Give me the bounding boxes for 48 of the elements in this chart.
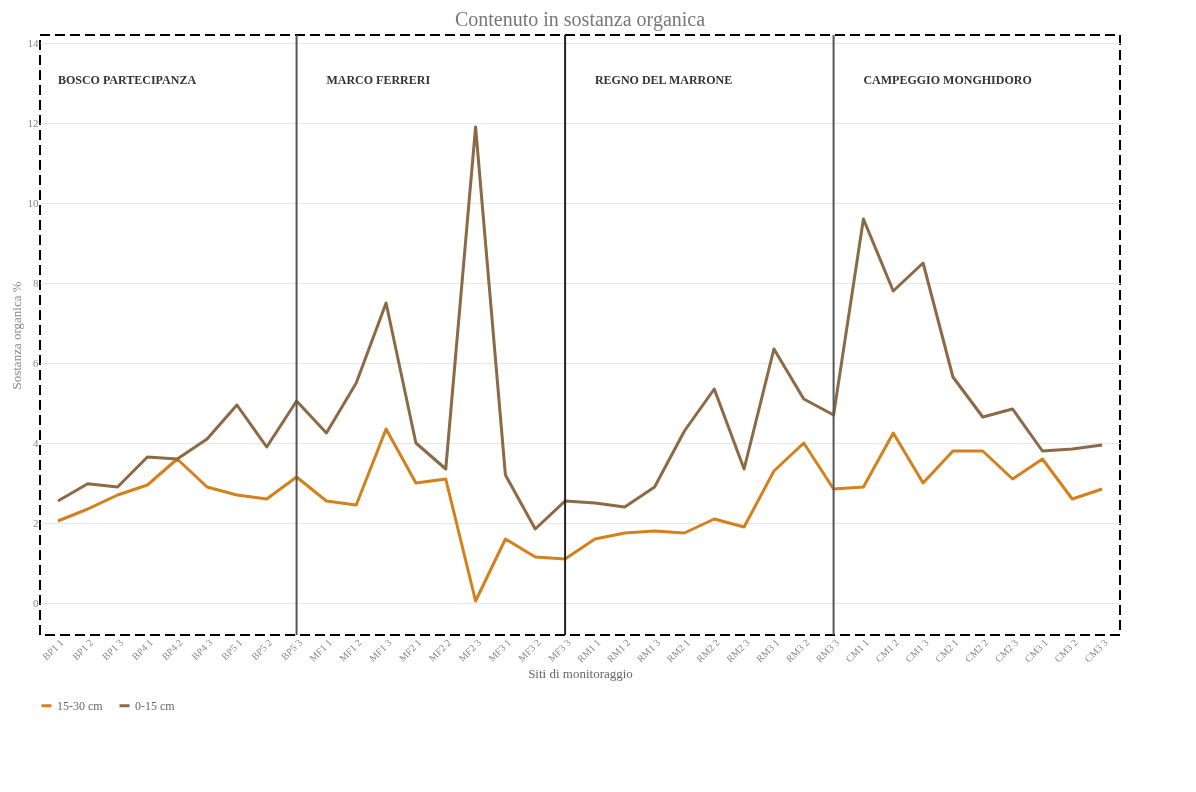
y-tick-label: 0 xyxy=(33,596,39,609)
chart-title: Contenuto in sostanza organica xyxy=(454,8,706,31)
x-tick-label: BP5 3 xyxy=(278,636,305,663)
x-tick-label: RM2 3 xyxy=(724,636,752,665)
x-tick-label: MF2 1 xyxy=(396,636,424,664)
x-tick-label: MF1 2 xyxy=(336,636,364,664)
x-tick-label: CM3 1 xyxy=(1022,636,1050,665)
x-tick-label: BP1 3 xyxy=(99,636,126,663)
y-tick-label: 4 xyxy=(33,436,39,449)
x-tick-label: CM2 3 xyxy=(992,636,1021,665)
x-tick-label: CM1 1 xyxy=(843,636,871,665)
annotation: MARCO FERRERI xyxy=(326,73,431,87)
x-axis-title: Siti di monitoraggio xyxy=(528,666,633,682)
legend-label: 15-30 cm xyxy=(57,698,104,713)
x-tick-label: CM1 3 xyxy=(903,636,931,665)
y-tick-label: 10 xyxy=(27,196,39,209)
x-tick-label: CM2 1 xyxy=(932,636,961,665)
x-tick-label: BP4 3 xyxy=(189,636,215,663)
y-tick-label: 8 xyxy=(33,276,39,289)
x-tick-label: BP5 1 xyxy=(219,636,245,663)
annotation: CAMPEGGIO MONGHIDORO xyxy=(863,73,1032,87)
y-tick-label: 6 xyxy=(33,356,39,369)
x-tick-label: MF1 1 xyxy=(307,636,334,664)
y-tick-label: 2 xyxy=(33,516,39,529)
x-tick-label: CM3 3 xyxy=(1082,636,1110,665)
x-tick-label: CM2 2 xyxy=(962,636,991,665)
x-tick-label: MF3 1 xyxy=(486,636,513,664)
x-tick-label: MF3 2 xyxy=(515,636,543,664)
annotation: REGNO DEL MARRONE xyxy=(594,73,733,87)
x-tick-label: BP1 1 xyxy=(40,636,66,663)
x-tick-label: MF2 2 xyxy=(426,636,454,664)
x-tick-label: CM3 2 xyxy=(1052,636,1080,665)
line-series xyxy=(56,125,1104,531)
x-tick-label: BP4 2 xyxy=(159,636,185,663)
x-tick-label: CM1 2 xyxy=(873,636,901,665)
x-tick-label: BP4 1 xyxy=(129,636,155,663)
x-tick-label: BP1 2 xyxy=(70,636,96,663)
x-tick-label: MF3 3 xyxy=(545,636,573,664)
x-tick-label: MF1 3 xyxy=(366,636,394,664)
x-tick-label: RM2 2 xyxy=(694,636,722,665)
x-tick-label: BP5 2 xyxy=(249,636,275,663)
y-axis-title: Sostanza organica % xyxy=(8,281,24,390)
legend-label: 0-15 cm xyxy=(135,698,176,713)
y-tick-label: 12 xyxy=(27,116,39,129)
line-series xyxy=(56,427,1104,603)
x-tick-label: MF2 3 xyxy=(456,636,484,664)
y-tick-label: 14 xyxy=(27,36,39,49)
annotation: BOSCO PARTECIPANZA xyxy=(57,73,197,87)
